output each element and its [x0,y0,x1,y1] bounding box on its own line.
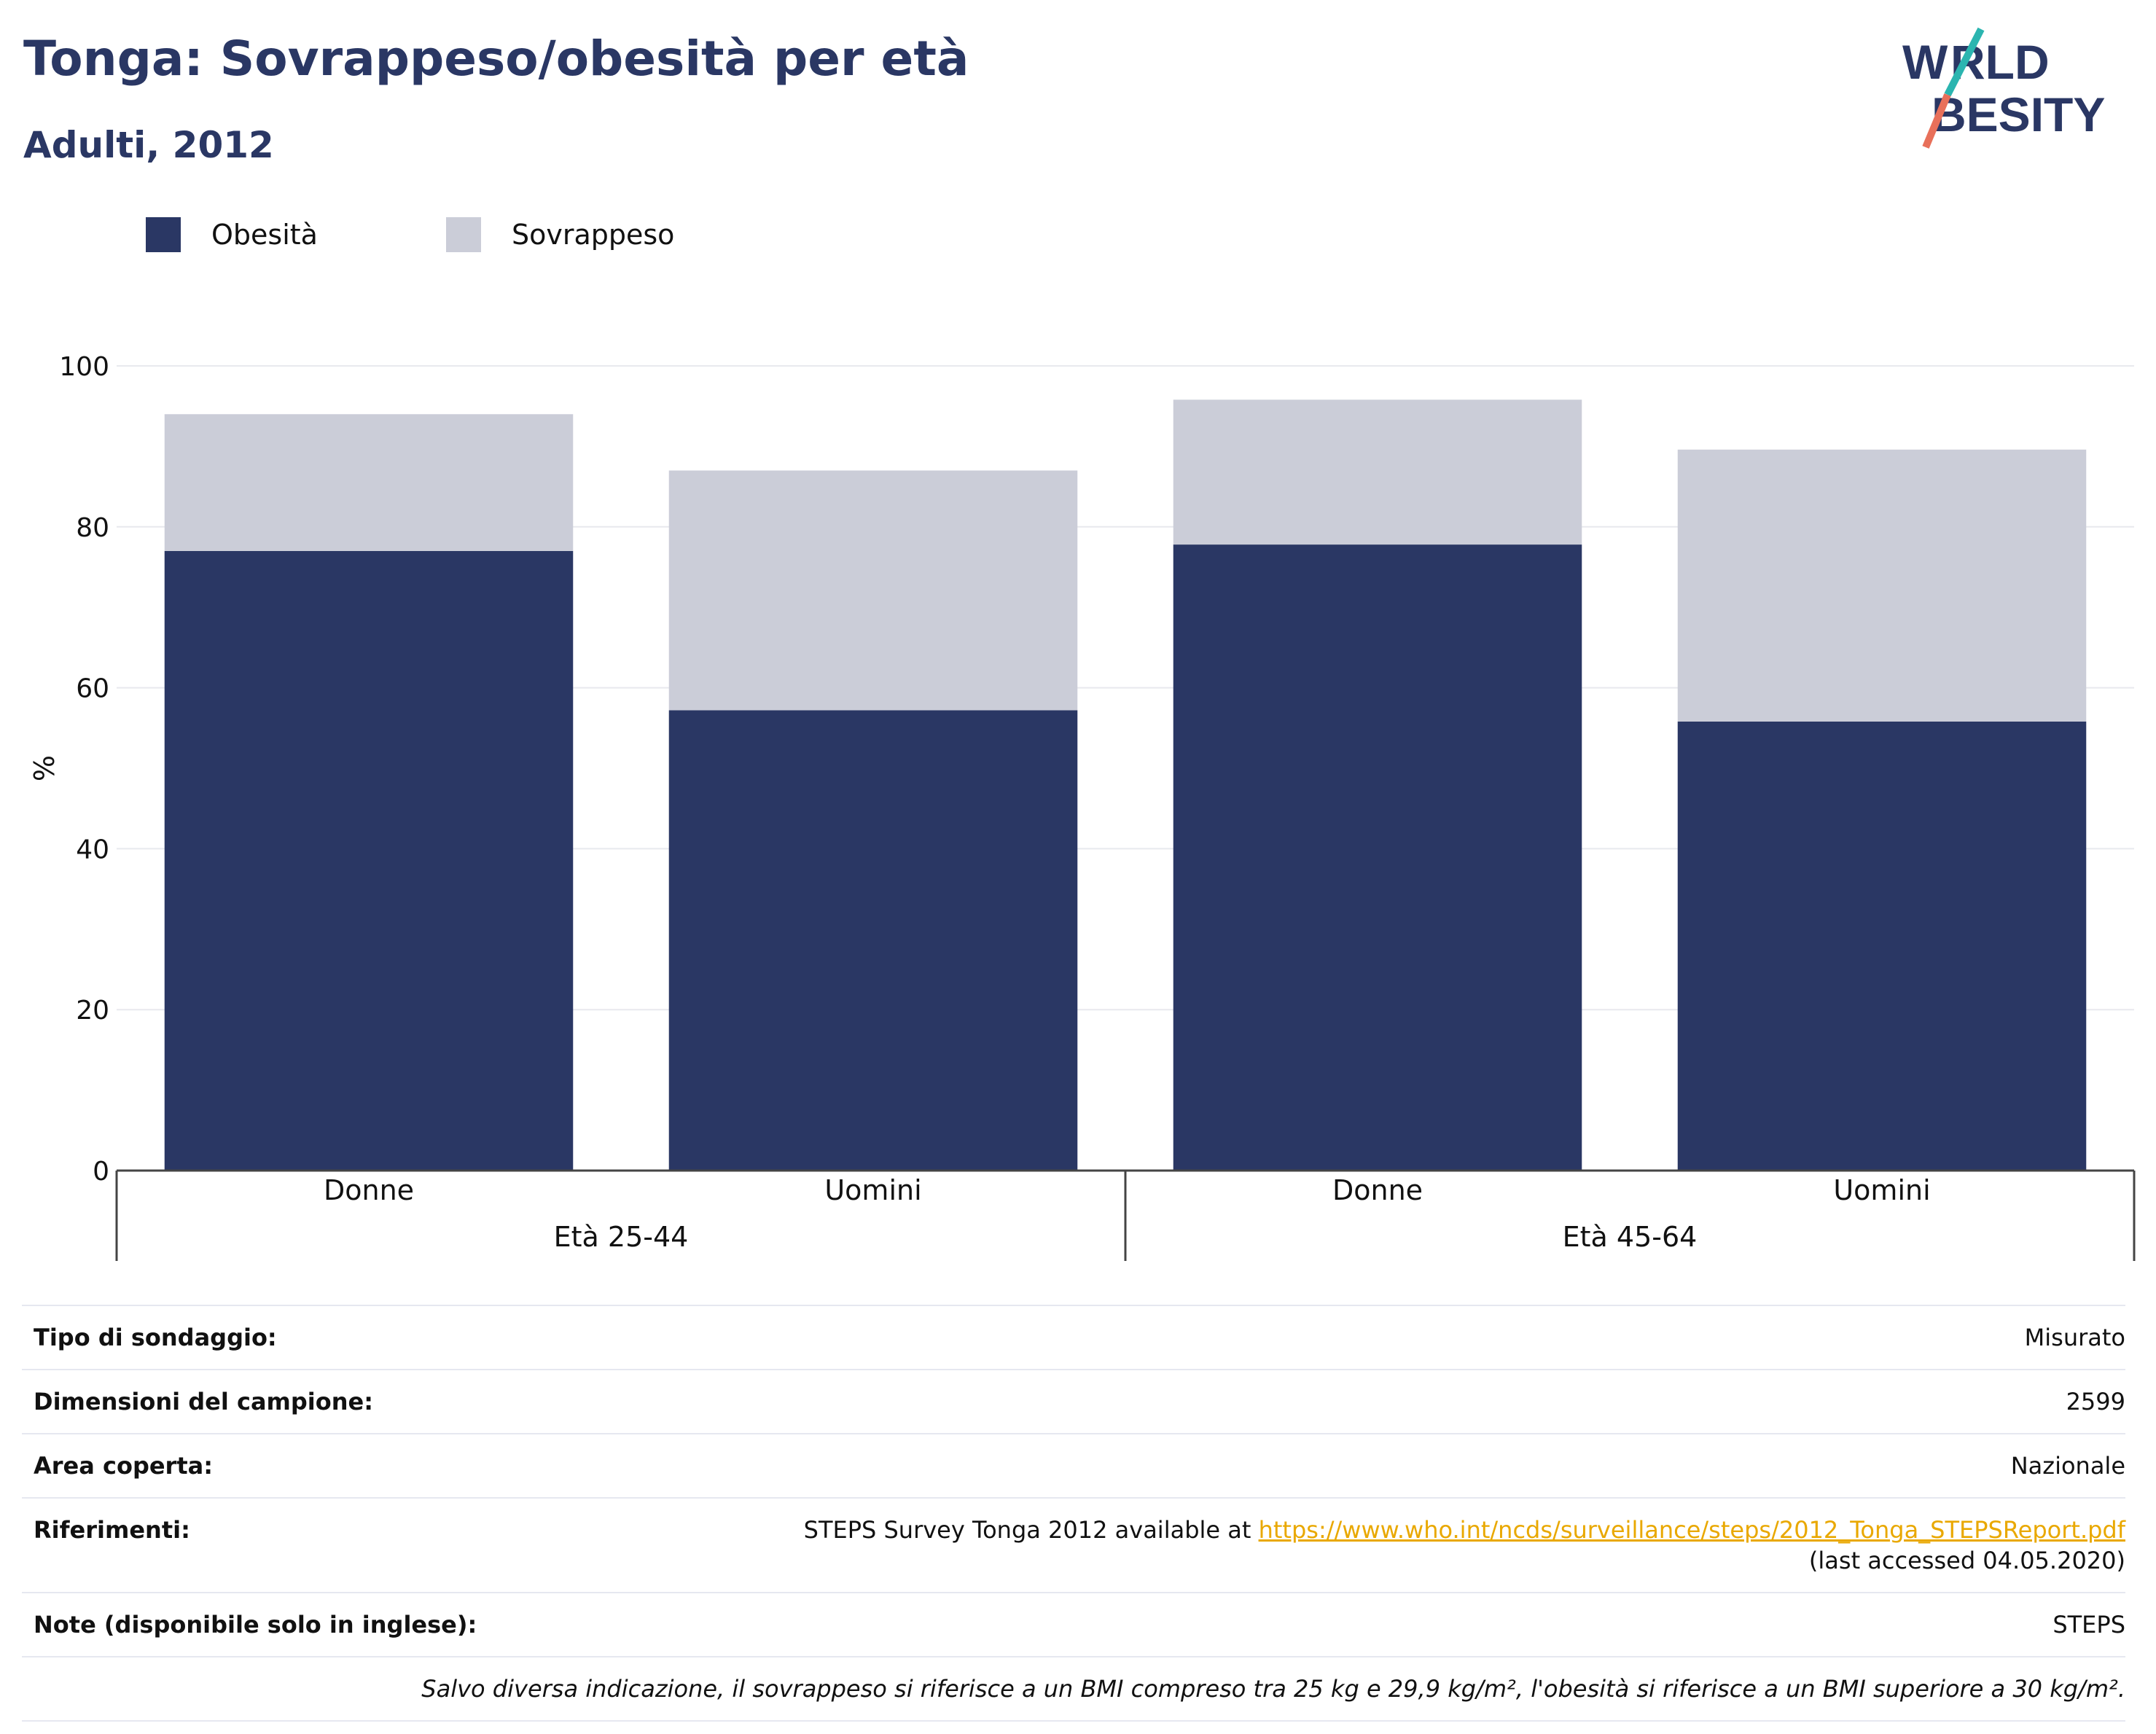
meta-value: STEPS [544,1592,2125,1657]
chart-title: Tonga: Sovrappeso/obesità per età [23,31,969,87]
meta-row-area: Area coperta: Nazionale [22,1433,2125,1498]
meta-value: STEPS Survey Tonga 2012 available at htt… [544,1497,2125,1593]
meta-row-sample-size: Dimensioni del campione: 2599 [22,1369,2125,1434]
y-tick-label: 20 [76,996,109,1026]
meta-key: Riferimenti: [22,1497,544,1593]
bar-obesity [1677,721,2087,1171]
meta-row-footnote: Salvo diversa indicazione, il sovrappeso… [22,1656,2125,1722]
group-label: Età 45-64 [1563,1221,1698,1253]
footnote: Salvo diversa indicazione, il sovrappeso… [22,1656,2125,1722]
legend-item-overweight[interactable]: Sovrappeso [446,217,674,252]
y-tick-label: 0 [93,1157,109,1187]
bar-obesity [1173,544,1582,1171]
x-tick-label: Uomini [824,1174,921,1206]
metadata-table: Tipo di sondaggio: Misurato Dimensioni d… [22,1305,2125,1722]
world-obesity-logo: W RLD BESITY [1902,27,2105,149]
bar-obesity [668,710,1078,1171]
legend-item-obesity[interactable]: Obesità [146,217,318,252]
reference-link[interactable]: https://www.who.int/ncds/surveillance/st… [1258,1516,2125,1544]
meta-row-references: Riferimenti: STEPS Survey Tonga 2012 ava… [22,1497,2125,1593]
bar-chart: 0 20 40 60 80 100% Donne Uomini Donne Uomini Età 2… [28,352,2136,1261]
bar-obesity [164,550,574,1171]
svg-text:W: W [1902,35,1948,89]
meta-key: Area coperta: [22,1433,544,1498]
meta-row-notes: Note (disponibile solo in inglese): STEP… [22,1592,2125,1657]
bar-overweight [164,414,574,551]
y-tick-label: 40 [76,835,109,864]
legend-label-overweight: Sovrappeso [512,219,675,251]
meta-value: Misurato [544,1305,2125,1370]
bar-overweight [668,470,1078,711]
meta-row-survey-type: Tipo di sondaggio: Misurato [22,1305,2125,1370]
y-tick-label: 60 [76,674,109,704]
meta-value: 2599 [544,1369,2125,1434]
x-tick-label: Uomini [1833,1174,1930,1206]
y-tick-label: 80 [76,513,109,543]
meta-key: Tipo di sondaggio: [22,1305,544,1370]
x-tick-label: Donne [324,1174,414,1206]
bar-overweight [1173,399,1582,545]
legend-swatch-obesity [146,217,181,252]
meta-key: Dimensioni del campione: [22,1369,544,1434]
chart-subtitle: Adulti, 2012 [23,124,274,166]
meta-key: Note (disponibile solo in inglese): [22,1592,544,1657]
reference-suffix: (last accessed 04.05.2020) [1808,1547,2125,1574]
meta-value: Nazionale [544,1433,2125,1498]
bar-overweight [1677,449,2087,722]
y-tick-label: 100 [59,352,109,382]
group-label: Età 25-44 [554,1221,689,1253]
legend-label-obesity: Obesità [211,219,318,251]
svg-text:BESITY: BESITY [1932,87,2105,141]
y-axis-label: % [28,755,60,781]
reference-text: STEPS Survey Tonga 2012 available at [803,1516,1259,1544]
legend-swatch-overweight [446,217,481,252]
x-tick-label: Donne [1332,1174,1423,1206]
